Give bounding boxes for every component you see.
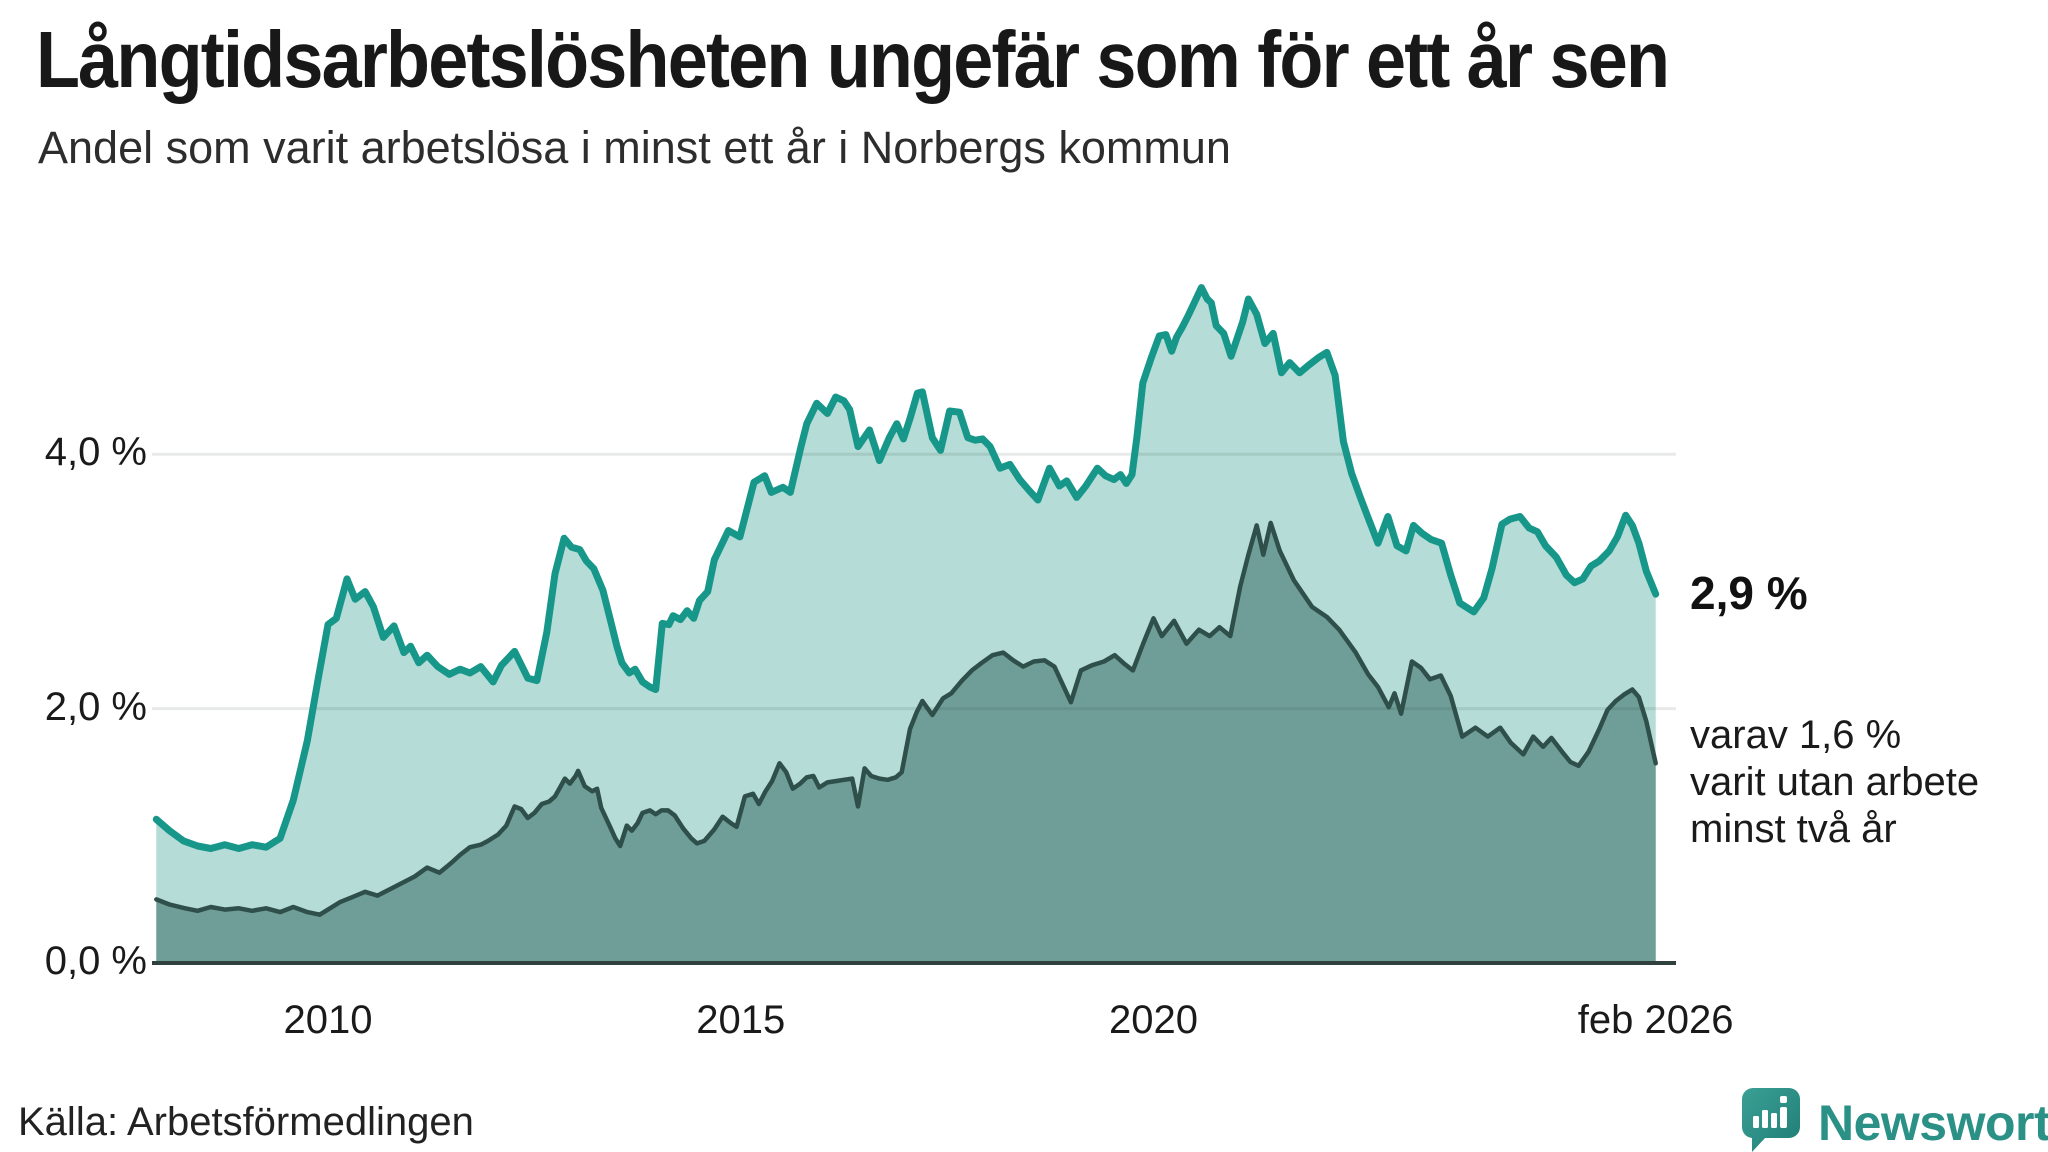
bar-small-icon	[1753, 1116, 1759, 1128]
x-tick-label: 2010	[283, 998, 373, 1042]
newsworthy-logo[interactable]: Newsworthy	[1742, 1088, 2048, 1152]
area-fill-two-year	[156, 522, 1656, 963]
source-caption: Källa: Arbetsförmedlingen	[18, 1100, 474, 1144]
bar-medium-icon	[1771, 1113, 1777, 1128]
x-tick-label: 2020	[1109, 998, 1198, 1042]
x-tick-label: 2015	[696, 998, 786, 1042]
page-title: Långtidsarbetslösheten ungefär som för e…	[36, 15, 1670, 104]
chart-subtitle: Andel som varit arbetslösa i minst ett å…	[38, 122, 1231, 173]
newsworthy-wordmark: Newsworthy	[1818, 1095, 2048, 1151]
exclamation-dot-icon	[1780, 1096, 1787, 1103]
exclamation-bar-icon	[1780, 1107, 1787, 1128]
secondary-annotation: varav 1,6 % varit utan arbete minst två år	[1690, 712, 1979, 853]
secondary-annotation-line: varit utan arbete	[1690, 760, 1980, 804]
y-tick-label: 4,0 %	[44, 430, 147, 475]
secondary-annotation-line: varav 1,6 %	[1690, 713, 1902, 757]
y-tick-label: 2,0 %	[44, 684, 147, 729]
bar-tall-icon	[1762, 1110, 1768, 1128]
series-line-two-year	[154, 520, 1658, 917]
y-tick-label: 0,0 %	[44, 939, 147, 983]
gridlines	[152, 452, 1676, 711]
x-tick-label: feb 2026	[1577, 998, 1734, 1042]
series-line-one-year	[152, 284, 1660, 852]
newsworthy-icon	[1742, 1088, 1800, 1152]
latest-value-annotation: 2,9 %	[1690, 567, 1808, 619]
secondary-annotation-line: minst två år	[1690, 807, 1897, 851]
